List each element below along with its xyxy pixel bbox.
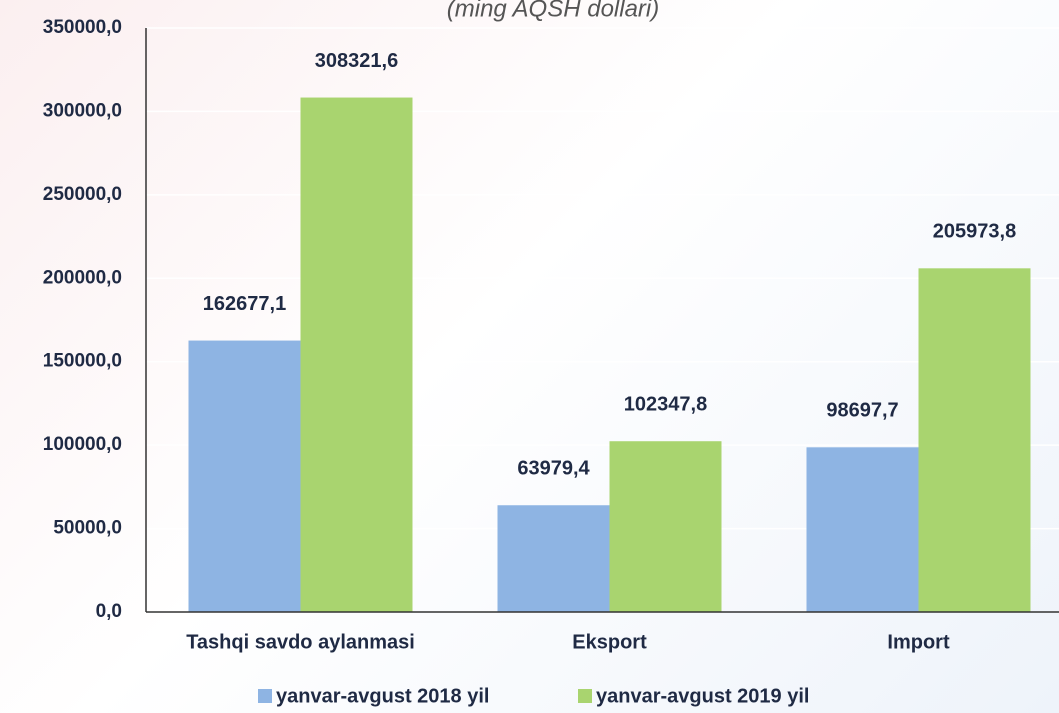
bar (918, 268, 1031, 612)
value-label: 205973,8 (933, 221, 1016, 243)
bar (806, 447, 919, 612)
value-label: 98697,7 (826, 400, 898, 422)
legend-label: yanvar-avgust 2018 yil (276, 685, 489, 707)
y-tick-label: 50000,0 (53, 518, 122, 539)
y-tick-label: 250000,0 (43, 184, 122, 205)
y-tick-label: 0,0 (96, 601, 122, 622)
x-tick-label: Import (887, 631, 950, 653)
value-label: 63979,4 (517, 458, 590, 480)
legend-label: yanvar-avgust 2019 yil (596, 685, 809, 707)
y-tick-label: 300000,0 (43, 100, 122, 121)
y-tick-label: 350000,0 (43, 17, 122, 38)
legend-swatch (578, 689, 592, 703)
bar (188, 340, 301, 612)
bar (497, 505, 610, 612)
bar (609, 441, 722, 612)
x-tick-label: Tashqi savdo aylanmasi (186, 631, 415, 653)
y-tick-label: 200000,0 (43, 267, 122, 288)
chart-subtitle: (ming AQSH dollari) (447, 0, 660, 22)
legend-swatch (258, 689, 272, 703)
x-tick-label: Eksport (572, 631, 647, 653)
value-label: 102347,8 (624, 394, 707, 416)
y-tick-label: 150000,0 (43, 351, 122, 372)
value-label: 308321,6 (315, 50, 398, 72)
y-tick-label: 100000,0 (43, 434, 122, 455)
bar (300, 97, 413, 612)
value-label: 162677,1 (203, 293, 286, 315)
